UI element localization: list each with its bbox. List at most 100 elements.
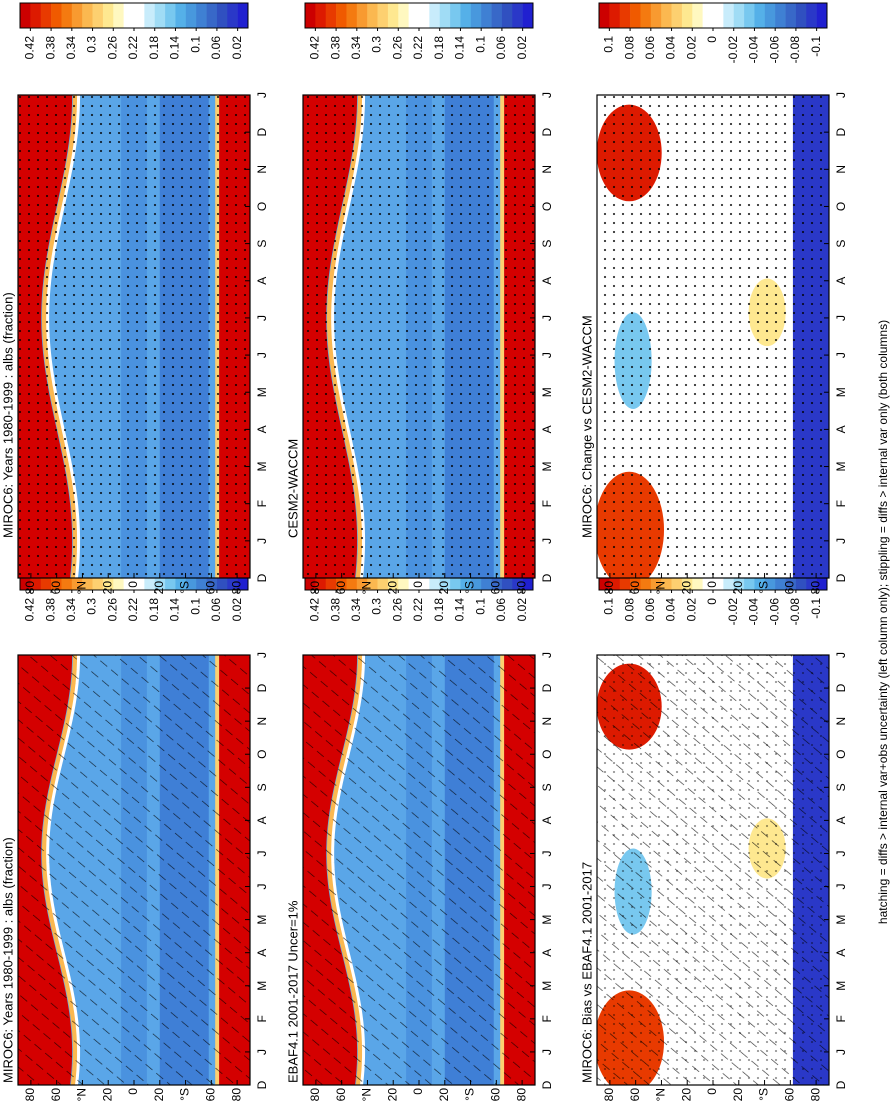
colorbar-label: 0.1 <box>188 598 202 615</box>
y-tick-label: 60 <box>334 581 348 595</box>
colorbar-bin <box>154 3 166 28</box>
x-tick-label: M <box>540 915 554 925</box>
x-tick-label: M <box>255 387 269 397</box>
colorbar-label: 0.22 <box>411 598 425 622</box>
colorbar-label: 0.34 <box>349 36 363 60</box>
colorbar-bin <box>165 3 176 28</box>
x-tick-label: N <box>540 717 554 726</box>
y-tick-label: 0 <box>705 1088 719 1095</box>
x-tick-label: N <box>834 165 848 174</box>
y-tick-label: 80 <box>808 1088 822 1102</box>
x-tick-label: J <box>834 850 848 856</box>
colorbar-label: 0.14 <box>453 598 467 622</box>
colorbar-bin <box>123 3 135 28</box>
x-tick-label: D <box>834 127 848 136</box>
x-tick-label: D <box>540 127 554 136</box>
colorbar-label: -0.06 <box>767 36 781 64</box>
y-tick-label: 80 <box>308 1088 322 1102</box>
stippling <box>597 95 829 578</box>
colorbar-label: 0.1 <box>602 598 616 615</box>
y-tick-label: 20 <box>679 1088 693 1102</box>
x-tick-label: S <box>834 240 848 248</box>
y-tick-label: °N <box>360 1088 374 1101</box>
y-tick-label: 0 <box>411 581 425 588</box>
x-tick-label: F <box>255 500 269 507</box>
x-tick-label: O <box>834 750 848 759</box>
colorbar-bin <box>491 3 503 28</box>
y-tick-label: °S <box>178 581 192 594</box>
colorbar-label: 0.26 <box>105 36 119 60</box>
x-tick-label: S <box>540 783 554 791</box>
colorbar-label: -0.08 <box>788 36 802 64</box>
colorbar-label: 0.42 <box>23 598 37 622</box>
y-tick-label: 60 <box>49 581 63 595</box>
colorbar-bin <box>470 3 482 28</box>
colorbar-label: -0.02 <box>726 598 740 626</box>
colorbar-bin <box>816 3 828 28</box>
panel-title: EBAF4.1 2001-2017 Uncer=1% <box>285 900 300 1083</box>
x-tick-label: O <box>540 750 554 759</box>
x-tick-label: O <box>834 202 848 211</box>
colorbar-bin <box>237 3 249 28</box>
colorbar-bin <box>134 3 145 28</box>
x-tick-label: F <box>255 1015 269 1022</box>
colorbar-bin <box>92 3 104 28</box>
x-tick-label: D <box>540 683 554 692</box>
colorbar-bin <box>367 3 378 28</box>
panel-title: MIROC6: Years 1980-1999 : albs (fraction… <box>0 292 15 538</box>
colorbar-bin <box>336 3 347 28</box>
panel-title: MIROC6: Change vs CESM2-WACCM <box>579 315 594 538</box>
colorbar-bin <box>785 3 797 28</box>
colorbar-bin <box>775 3 786 28</box>
x-tick-label: D <box>834 1080 848 1089</box>
y-tick-label: 0 <box>126 1088 140 1095</box>
colorbar-label: 0.06 <box>643 598 657 622</box>
hatching <box>18 655 250 1085</box>
colorbar-bin <box>661 3 672 28</box>
x-tick-label: O <box>255 750 269 759</box>
y-tick-label: 60 <box>334 1088 348 1102</box>
x-tick-label: A <box>255 277 269 285</box>
x-tick-label: A <box>834 816 848 824</box>
colorbar-bin <box>481 3 492 28</box>
x-tick-label: J <box>255 352 269 358</box>
y-tick-label: °N <box>75 581 89 594</box>
colorbar-bin <box>113 3 124 28</box>
field <box>597 655 829 1085</box>
colorbar-bin <box>512 3 523 28</box>
y-tick-label: 80 <box>808 581 822 595</box>
colorbar-label: 0.14 <box>453 36 467 60</box>
colorbar-bin <box>408 3 420 28</box>
colorbar-bin <box>398 3 409 28</box>
colorbar-label: 0.14 <box>168 598 182 622</box>
x-tick-label: J <box>540 352 554 358</box>
colorbar-label: 0.42 <box>308 598 322 622</box>
x-tick-label: J <box>255 1049 269 1055</box>
colorbar-bin <box>419 3 430 28</box>
stippling <box>597 655 829 1085</box>
x-tick-label: O <box>540 202 554 211</box>
colorbar-label: 0.02 <box>230 36 244 60</box>
y-tick-label: 60 <box>628 581 642 595</box>
x-tick-label: D <box>540 573 554 582</box>
panel: MIROC6: Years 1980-1999 : albs (fraction… <box>0 2 269 595</box>
y-tick-label: 80 <box>229 581 243 595</box>
x-tick-label: A <box>834 425 848 433</box>
colorbar-bin <box>460 3 472 28</box>
x-tick-label: J <box>255 92 269 98</box>
colorbar-label: 0.26 <box>105 598 119 622</box>
y-tick-label: 80 <box>602 581 616 595</box>
colorbar-label: 0.18 <box>147 598 161 622</box>
colorbar-bin <box>429 3 441 28</box>
x-tick-label: D <box>834 683 848 692</box>
y-tick-label: 80 <box>602 1088 616 1102</box>
colorbar-label: 0.18 <box>432 36 446 60</box>
x-tick-label: J <box>255 652 269 658</box>
colorbar-label: 0 <box>705 36 719 43</box>
colorbar-bin <box>723 3 735 28</box>
colorbar-bin <box>377 3 389 28</box>
x-tick-label: D <box>255 683 269 692</box>
x-tick-label: A <box>834 949 848 957</box>
